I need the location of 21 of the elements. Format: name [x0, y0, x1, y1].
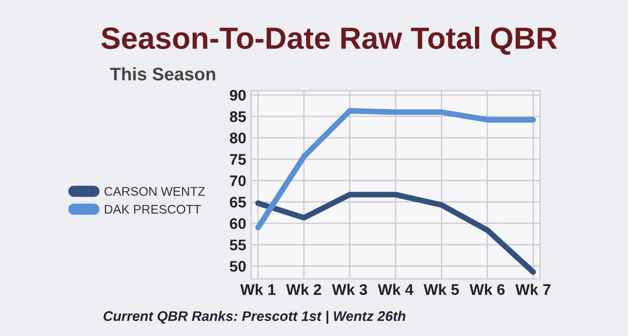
y-tick-label: 85	[230, 111, 246, 122]
chart-title: Season-To-Date Raw Total QBR	[101, 26, 558, 55]
y-tick-label: 75	[230, 154, 246, 165]
legend-label: CARSON WENTZ	[104, 186, 205, 196]
x-tick-label: Wk 6	[470, 284, 505, 295]
y-tick-label: 70	[230, 175, 246, 186]
y-tick-label: 90	[230, 90, 246, 101]
y-tick-label: 55	[230, 240, 246, 250]
y-tick-label: 80	[230, 132, 246, 144]
x-tick-label: Wk 2	[286, 284, 322, 295]
x-tick-label: Wk 5	[424, 284, 459, 295]
y-tick-label: 60	[230, 218, 246, 229]
x-tick-label: Wk 4	[378, 284, 414, 295]
y-tick-label: 50	[230, 260, 246, 272]
x-tick-label: Wk 7	[515, 284, 550, 295]
x-tick-label: Wk 1	[240, 284, 276, 295]
x-tick-label: Wk 3	[332, 284, 368, 295]
legend-label: DAK PRESCOTT	[104, 204, 201, 214]
chart-subtitle: This Season	[110, 67, 216, 80]
y-tick-label: 65	[230, 196, 246, 208]
text: Current QBR Ranks: Prescott 1st | Wentz 26th	[104, 310, 406, 324]
